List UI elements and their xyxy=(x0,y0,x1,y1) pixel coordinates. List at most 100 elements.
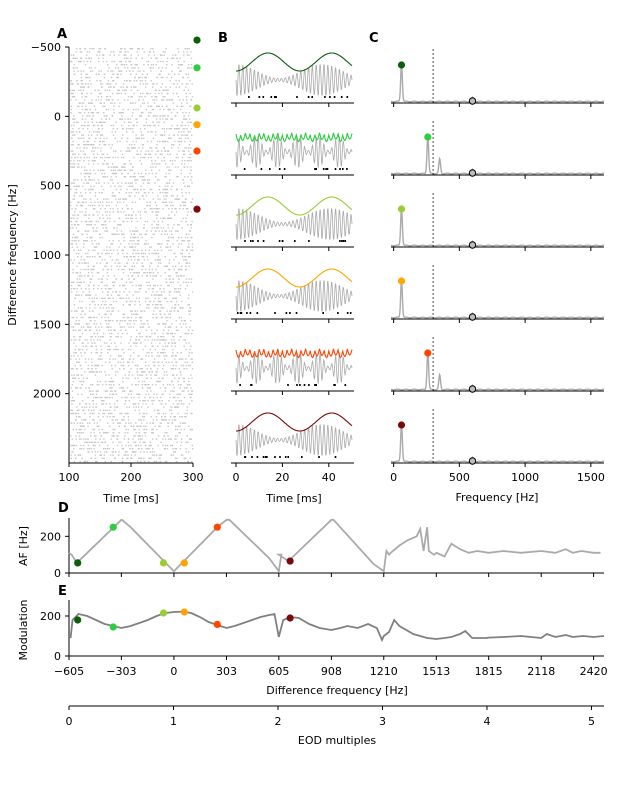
raster-dot xyxy=(105,320,107,322)
panel-a-marker xyxy=(193,64,201,72)
raster-dot xyxy=(163,160,166,162)
raster-dot xyxy=(120,297,122,299)
raster-dot xyxy=(90,352,93,354)
raster-dot xyxy=(106,307,108,309)
raster-dot xyxy=(129,310,132,312)
raster-dot xyxy=(177,67,180,69)
raster-dot xyxy=(178,291,180,293)
raster-dot xyxy=(167,422,170,424)
raster-dot xyxy=(85,307,87,309)
raster-dot xyxy=(181,102,183,104)
raster-dot xyxy=(119,320,121,322)
raster-dot xyxy=(168,208,170,210)
raster-dot xyxy=(85,387,87,389)
raster-dot xyxy=(137,393,139,395)
raster-dot xyxy=(112,441,114,443)
raster-dot xyxy=(153,409,156,411)
raster-dot xyxy=(185,256,187,258)
raster-dot xyxy=(146,92,148,95)
raster-dot xyxy=(128,268,131,271)
raster-dot xyxy=(70,188,72,191)
raster-dot xyxy=(166,374,168,376)
raster-dot xyxy=(74,323,76,325)
raster-dot xyxy=(96,230,98,232)
raster-dot xyxy=(88,137,90,139)
raster-dot xyxy=(88,67,91,69)
raster-dot xyxy=(146,140,149,143)
panel-c-rows xyxy=(390,49,604,467)
raster-dot xyxy=(103,121,105,123)
raster-dot xyxy=(80,192,82,194)
raster-dot xyxy=(136,393,138,395)
raster-dot xyxy=(168,166,170,168)
raster-dot xyxy=(98,182,100,184)
raster-dot xyxy=(73,179,75,181)
raster-dot xyxy=(144,80,147,82)
raster-dot xyxy=(72,451,74,453)
raster-dot xyxy=(73,134,76,136)
raster-dot xyxy=(146,352,148,354)
raster-dot xyxy=(187,297,190,299)
raster-dot xyxy=(177,310,179,312)
raster-dot xyxy=(119,323,121,325)
raster-dot xyxy=(169,281,171,283)
panel-c-spectrum xyxy=(390,351,604,391)
raster-dot xyxy=(144,128,146,130)
raster-dot xyxy=(80,438,82,440)
raster-dot xyxy=(84,262,86,264)
raster-dot xyxy=(160,86,162,88)
raster-dot xyxy=(99,454,101,456)
raster-dot xyxy=(154,92,156,95)
raster-dot xyxy=(128,320,130,322)
panel-b-spike xyxy=(307,96,310,98)
raster-dot xyxy=(100,441,103,443)
raster-dot xyxy=(148,352,150,354)
raster-dot xyxy=(165,182,168,184)
raster-dot xyxy=(98,371,100,373)
panel-e-xtick-label: 2118 xyxy=(527,665,555,678)
raster-dot xyxy=(107,96,109,98)
raster-dot xyxy=(86,230,88,232)
raster-dot xyxy=(149,92,152,95)
raster-dot xyxy=(70,444,72,447)
raster-dot xyxy=(166,128,168,130)
panel-b-spike xyxy=(296,384,298,386)
raster-dot xyxy=(176,153,178,155)
raster-dot xyxy=(138,396,140,399)
raster-dot xyxy=(125,214,127,216)
raster-dot xyxy=(95,406,97,408)
raster-dot xyxy=(185,217,187,219)
raster-dot xyxy=(138,448,140,450)
raster-dot xyxy=(115,188,117,191)
raster-dot xyxy=(89,76,91,79)
raster-dot xyxy=(72,400,74,402)
raster-dot xyxy=(130,393,132,395)
raster-dot xyxy=(148,444,151,447)
raster-dot xyxy=(181,192,183,194)
raster-dot xyxy=(151,172,154,175)
raster-dot xyxy=(71,291,73,293)
raster-dot xyxy=(187,73,190,75)
raster-dot xyxy=(117,361,119,363)
raster-dot xyxy=(104,297,106,299)
raster-dot xyxy=(94,364,96,367)
raster-dot xyxy=(174,166,177,168)
raster-dot xyxy=(130,355,132,357)
raster-dot xyxy=(120,169,122,171)
panel-c-row xyxy=(390,337,604,395)
raster-dot xyxy=(125,300,128,303)
raster-dot xyxy=(93,124,96,127)
raster-dot xyxy=(181,240,183,242)
raster-dot xyxy=(95,435,97,437)
raster-dot xyxy=(156,259,159,261)
raster-dot xyxy=(88,176,91,178)
raster-dot xyxy=(113,60,116,63)
raster-dot xyxy=(71,240,73,242)
raster-dot xyxy=(162,51,164,53)
raster-dot xyxy=(185,73,187,75)
raster-dot xyxy=(73,374,76,376)
raster-dot xyxy=(138,300,140,303)
panel-a-marker xyxy=(193,36,201,44)
panel-b-traces: 0 20 40 Time [ms] xyxy=(231,52,354,505)
raster-dot xyxy=(151,355,153,357)
